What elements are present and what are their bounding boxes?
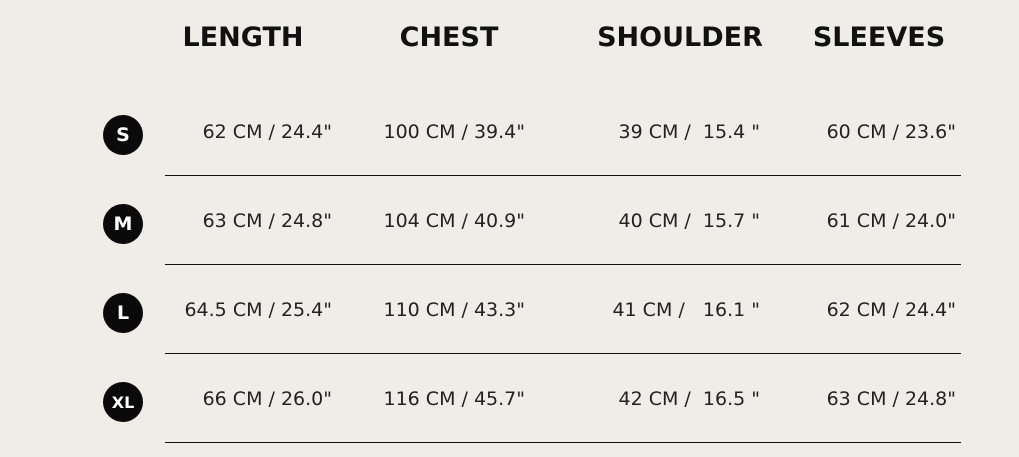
row-divider [165, 353, 961, 354]
shoulder-value: 42 CM / 16.5 " [618, 388, 760, 410]
sleeves-value: 62 CM / 24.4" [826, 299, 956, 321]
row-divider [165, 442, 961, 443]
table-row-l: L 64.5 CM / 25.4" 110 CM / 43.3" 41 CM /… [0, 279, 1019, 368]
header-sleeves: SLEEVES [812, 22, 946, 53]
row-divider [165, 175, 961, 176]
size-badge: S [103, 115, 143, 155]
sleeves-value: 61 CM / 24.0" [826, 210, 956, 232]
length-value: 66 CM / 26.0" [202, 388, 332, 410]
shoulder-value: 40 CM / 15.7 " [618, 210, 760, 232]
chest-value: 110 CM / 43.3" [383, 299, 526, 321]
shoulder-value: 39 CM / 15.4 " [618, 121, 760, 143]
size-badge: L [103, 293, 143, 333]
length-value: 63 CM / 24.8" [202, 210, 332, 232]
sleeves-value: 63 CM / 24.8" [826, 388, 956, 410]
table-row-s: S 62 CM / 24.4" 100 CM / 39.4" 39 CM / 1… [0, 101, 1019, 190]
header-chest: CHEST [399, 22, 499, 53]
table-row-m: M 63 CM / 24.8" 104 CM / 40.9" 40 CM / 1… [0, 190, 1019, 279]
chest-value: 104 CM / 40.9" [383, 210, 526, 232]
chest-value: 116 CM / 45.7" [383, 388, 526, 410]
row-divider [165, 264, 961, 265]
size-badge: XL [103, 382, 143, 422]
length-value: 64.5 CM / 25.4" [184, 299, 332, 321]
length-value: 62 CM / 24.4" [202, 121, 332, 143]
shoulder-value: 41 CM / 16.1 " [612, 299, 760, 321]
sleeves-value: 60 CM / 23.6" [826, 121, 956, 143]
table-row-xl: XL 66 CM / 26.0" 116 CM / 45.7" 42 CM / … [0, 368, 1019, 457]
header-shoulder: SHOULDER [597, 22, 763, 53]
header-length: LENGTH [182, 22, 304, 53]
chest-value: 100 CM / 39.4" [383, 121, 526, 143]
size-badge: M [103, 204, 143, 244]
